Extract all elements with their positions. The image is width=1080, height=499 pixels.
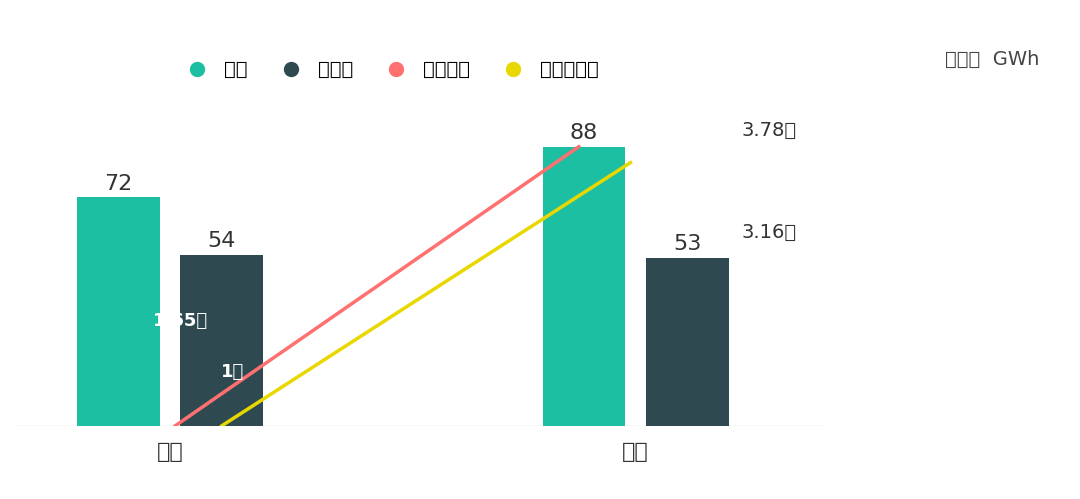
- Bar: [180, 254, 264, 426]
- Text: 三元: 三元: [157, 442, 184, 462]
- Text: 3.16倍: 3.16倍: [742, 223, 797, 242]
- Legend: 产量, 装机量, 产量增速, 装机量增速: 产量, 装机量, 产量增速, 装机量增速: [170, 52, 607, 87]
- Text: 53: 53: [673, 234, 702, 254]
- Text: 1.65倍: 1.65倍: [153, 312, 208, 330]
- Text: 单位：  GWh: 单位： GWh: [945, 50, 1039, 69]
- Bar: [542, 147, 625, 426]
- Text: 72: 72: [105, 174, 133, 194]
- Text: 54: 54: [207, 231, 237, 250]
- Text: 1倍: 1倍: [220, 363, 244, 381]
- Bar: [646, 257, 729, 426]
- Text: 88: 88: [570, 123, 598, 143]
- Text: 鐵锂: 鐵锂: [622, 442, 649, 462]
- Bar: [77, 198, 160, 426]
- Text: 3.78倍: 3.78倍: [742, 121, 797, 140]
